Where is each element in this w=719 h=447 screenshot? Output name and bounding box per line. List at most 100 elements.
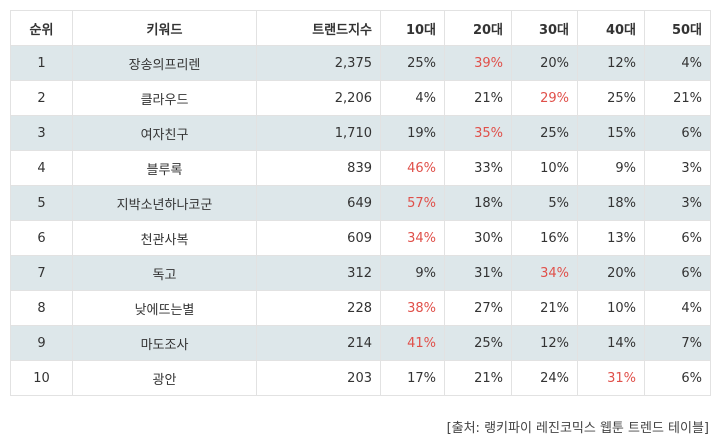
- rank-cell: 10: [10, 360, 73, 396]
- age-share-cell: 14%: [577, 325, 645, 361]
- keyword-cell: 여자친구: [72, 115, 257, 151]
- table-row: 6 천관사복 609 34% 30% 16% 13% 6%: [10, 220, 711, 256]
- age-share-cell: 21%: [511, 290, 578, 326]
- table-header-row: 순위 키워드 트랜드지수 10대 20대 30대 40대 50대: [10, 10, 711, 46]
- age-share-cell: 18%: [577, 185, 645, 221]
- age-share-cell: 19%: [380, 115, 445, 151]
- age-share-cell: 39%: [444, 45, 512, 81]
- age-share-cell: 41%: [380, 325, 445, 361]
- age-share-cell: 21%: [644, 80, 711, 116]
- age-share-cell: 3%: [644, 150, 711, 186]
- keyword-cell: 장송의프리렌: [72, 45, 257, 81]
- keyword-cell: 마도조사: [72, 325, 257, 361]
- header-age-30s: 30대: [511, 10, 578, 46]
- age-share-cell: 6%: [644, 255, 711, 291]
- header-age-10s: 10대: [380, 10, 445, 46]
- age-share-cell: 20%: [577, 255, 645, 291]
- age-share-cell: 17%: [380, 360, 445, 396]
- age-share-cell: 31%: [577, 360, 645, 396]
- table-row: 1 장송의프리렌 2,375 25% 39% 20% 12% 4%: [10, 45, 711, 81]
- table-row: 4 블루록 839 46% 33% 10% 9% 3%: [10, 150, 711, 186]
- age-share-cell: 35%: [444, 115, 512, 151]
- age-share-cell: 21%: [444, 360, 512, 396]
- age-share-cell: 10%: [511, 150, 578, 186]
- age-share-cell: 27%: [444, 290, 512, 326]
- age-share-cell: 25%: [577, 80, 645, 116]
- trend-index-cell: 609: [256, 220, 381, 256]
- age-share-cell: 15%: [577, 115, 645, 151]
- age-share-cell: 3%: [644, 185, 711, 221]
- header-rank: 순위: [10, 10, 73, 46]
- age-share-cell: 12%: [511, 325, 578, 361]
- age-share-cell: 33%: [444, 150, 512, 186]
- rank-cell: 7: [10, 255, 73, 291]
- rank-cell: 8: [10, 290, 73, 326]
- age-share-cell: 9%: [577, 150, 645, 186]
- header-age-40s: 40대: [577, 10, 645, 46]
- age-share-cell: 9%: [380, 255, 445, 291]
- age-share-cell: 7%: [644, 325, 711, 361]
- table-row: 10 광안 203 17% 21% 24% 31% 6%: [10, 360, 711, 396]
- age-share-cell: 25%: [511, 115, 578, 151]
- header-age-50s: 50대: [644, 10, 711, 46]
- age-share-cell: 18%: [444, 185, 512, 221]
- trend-index-cell: 228: [256, 290, 381, 326]
- table-row: 3 여자친구 1,710 19% 35% 25% 15% 6%: [10, 115, 711, 151]
- rank-cell: 9: [10, 325, 73, 361]
- trend-table: 순위 키워드 트랜드지수 10대 20대 30대 40대 50대 1 장송의프리렌…: [10, 10, 711, 396]
- table-body: 1 장송의프리렌 2,375 25% 39% 20% 12% 4% 2 클라우드 2,206 4% 21…: [10, 45, 711, 396]
- trend-index-cell: 649: [256, 185, 381, 221]
- trend-index-cell: 214: [256, 325, 381, 361]
- table-row: 5 지박소년하나코군 649 57% 18% 5% 18% 3%: [10, 185, 711, 221]
- age-share-cell: 34%: [380, 220, 445, 256]
- rank-cell: 6: [10, 220, 73, 256]
- rank-cell: 5: [10, 185, 73, 221]
- age-share-cell: 6%: [644, 115, 711, 151]
- age-share-cell: 16%: [511, 220, 578, 256]
- age-share-cell: 34%: [511, 255, 578, 291]
- keyword-cell: 지박소년하나코군: [72, 185, 257, 221]
- age-share-cell: 10%: [577, 290, 645, 326]
- age-share-cell: 6%: [644, 220, 711, 256]
- keyword-cell: 광안: [72, 360, 257, 396]
- trend-index-cell: 312: [256, 255, 381, 291]
- age-share-cell: 31%: [444, 255, 512, 291]
- rank-cell: 3: [10, 115, 73, 151]
- age-share-cell: 46%: [380, 150, 445, 186]
- rank-cell: 2: [10, 80, 73, 116]
- table-row: 7 독고 312 9% 31% 34% 20% 6%: [10, 255, 711, 291]
- header-trend-index: 트랜드지수: [256, 10, 381, 46]
- keyword-cell: 낮에뜨는별: [72, 290, 257, 326]
- age-share-cell: 4%: [644, 290, 711, 326]
- age-share-cell: 5%: [511, 185, 578, 221]
- header-keyword: 키워드: [72, 10, 257, 46]
- rank-cell: 4: [10, 150, 73, 186]
- table-row: 9 마도조사 214 41% 25% 12% 14% 7%: [10, 325, 711, 361]
- trend-index-cell: 2,375: [256, 45, 381, 81]
- age-share-cell: 25%: [444, 325, 512, 361]
- age-share-cell: 21%: [444, 80, 512, 116]
- age-share-cell: 24%: [511, 360, 578, 396]
- table-row: 2 클라우드 2,206 4% 21% 29% 25% 21%: [10, 80, 711, 116]
- age-share-cell: 29%: [511, 80, 578, 116]
- age-share-cell: 13%: [577, 220, 645, 256]
- table-row: 8 낮에뜨는별 228 38% 27% 21% 10% 4%: [10, 290, 711, 326]
- trend-index-cell: 203: [256, 360, 381, 396]
- age-share-cell: 20%: [511, 45, 578, 81]
- age-share-cell: 4%: [380, 80, 445, 116]
- keyword-cell: 클라우드: [72, 80, 257, 116]
- trend-index-cell: 2,206: [256, 80, 381, 116]
- age-share-cell: 6%: [644, 360, 711, 396]
- age-share-cell: 4%: [644, 45, 711, 81]
- trend-index-cell: 1,710: [256, 115, 381, 151]
- age-share-cell: 30%: [444, 220, 512, 256]
- rank-cell: 1: [10, 45, 73, 81]
- age-share-cell: 38%: [380, 290, 445, 326]
- keyword-cell: 독고: [72, 255, 257, 291]
- age-share-cell: 12%: [577, 45, 645, 81]
- source-caption: [출처: 랭키파이 레진코믹스 웹툰 트렌드 테이블]: [446, 421, 709, 436]
- keyword-cell: 천관사복: [72, 220, 257, 256]
- keyword-cell: 블루록: [72, 150, 257, 186]
- trend-index-cell: 839: [256, 150, 381, 186]
- age-share-cell: 57%: [380, 185, 445, 221]
